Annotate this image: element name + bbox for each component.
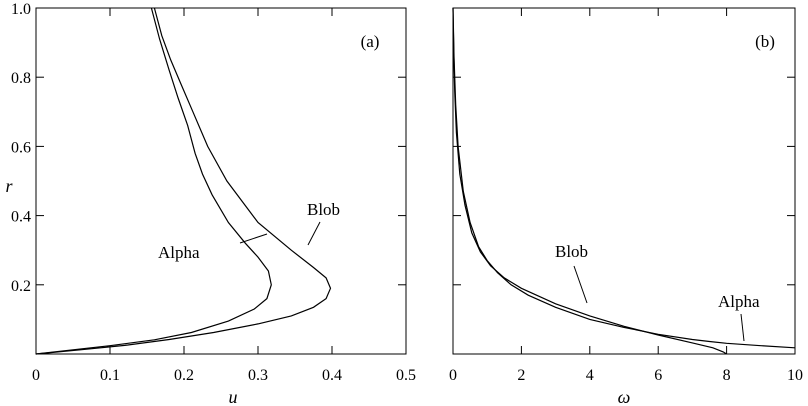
- panel-b-xtick-label: 8: [723, 367, 731, 384]
- panel-a-ticks: 0 0.1 0.2 0.3 0.4 0.5 0.2 0.4 0.6 0.8 1.0: [11, 1, 416, 384]
- panel-a-xtick-label: 0.5: [396, 367, 416, 384]
- panel-a: 0 0.1 0.2 0.3 0.4 0.50.20.40.60.81.0 (a) r u …: [5, 1, 416, 406]
- panel-b-xtick-label: 6: [654, 367, 662, 384]
- panel-b-ticks: 0 2 4 6 8 10: [449, 7, 803, 384]
- panel-b-series-alpha: [452, 7, 727, 355]
- leader-b-alpha: [740, 313, 745, 342]
- panel-a-xlabel: u: [229, 387, 238, 406]
- annotation-b-blob: Blob: [555, 242, 588, 261]
- annotation-b-alpha: Alpha: [718, 292, 760, 311]
- panel-b-series-blob: [452, 7, 796, 349]
- panel-a-series-alpha: [35, 7, 272, 355]
- panel-a-ytick-label: 0.8: [11, 70, 31, 87]
- annotation-a-alpha: Alpha: [158, 243, 200, 262]
- leader-a-alpha: [239, 233, 268, 244]
- panel-a-xtick-label: 0.3: [248, 367, 268, 384]
- panel-a-series-blob: [35, 7, 332, 355]
- panel-a-ytick-label: 0.4: [11, 209, 31, 226]
- panel-b: 0 2 4 6 8 10 (b) ω Blob Alpha: [449, 7, 803, 406]
- panel-b-xlabel: ω: [618, 387, 631, 406]
- panel-b-curves: [452, 7, 796, 355]
- panel-a-curves: [35, 7, 332, 355]
- panel-a-label: (a): [361, 32, 380, 51]
- panel-b-xtick-label: 2: [517, 367, 525, 384]
- panel-a-xtick-label: 0.1: [100, 367, 120, 384]
- panel-a-xtick-label: 0.4: [322, 367, 342, 384]
- panel-a-ytick-label: 1.0: [11, 1, 31, 18]
- leader-a-blob: [307, 221, 321, 246]
- annotation-a-blob: Blob: [307, 200, 340, 219]
- panel-a-xtick-label: 0.2: [174, 367, 194, 384]
- leader-b-blob: [573, 265, 588, 304]
- panel-a-xtick-label: 0: [32, 367, 40, 384]
- panel-a-ylabel: r: [5, 176, 13, 196]
- panel-b-xtick-label: 10: [787, 367, 803, 384]
- panel-a-ytick-label: 0.6: [11, 139, 31, 156]
- panel-a-frame: [35, 7, 407, 355]
- panel-b-xtick-label: 0: [449, 367, 457, 384]
- panel-b-xtick-label: 4: [586, 367, 594, 384]
- panel-b-label: (b): [755, 32, 775, 51]
- panel-b-frame: [452, 7, 796, 355]
- panel-a-ytick-label: 0.2: [11, 278, 31, 295]
